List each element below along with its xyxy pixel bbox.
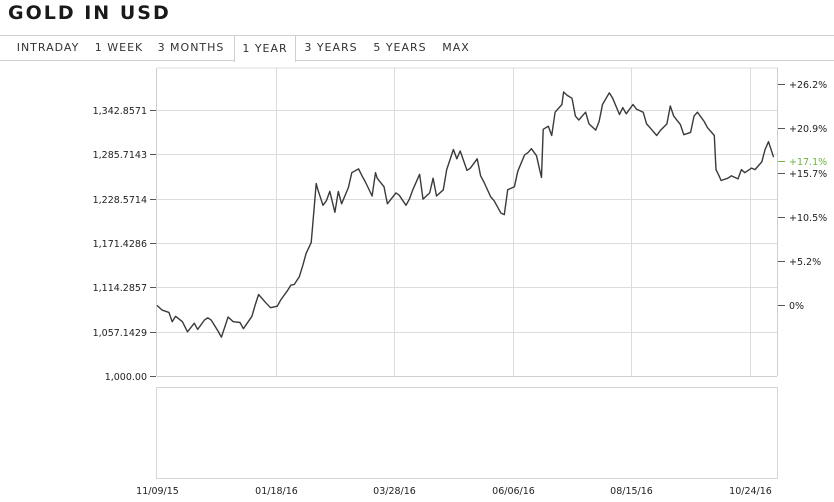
tab-max[interactable]: MAX (442, 41, 470, 54)
chart-gridlines (157, 68, 777, 478)
right-tick-label: +20.9% (789, 124, 827, 135)
right-tick-label: +26.2% (789, 80, 827, 91)
right-tick-label: 0% (789, 301, 804, 312)
period-tabs: INTRADAY 1 WEEK 3 MONTHS 1 YEAR 3 YEARS … (0, 35, 834, 62)
x-tick-label: 01/18/16 (255, 486, 298, 497)
y-axis-left: 1,000.00 1,057.1429 1,114.2857 1,171.4286 1,… (93, 106, 156, 383)
tab-3-months[interactable]: 3 MONTHS (157, 41, 225, 54)
price-line (156, 91, 775, 338)
y-axis-right: 0% +5.2% +10.5% +15.7% +20.9% +26.2% (778, 80, 827, 312)
tab-1-year[interactable]: 1 YEAR (234, 35, 296, 62)
y-tick-label: 1,285.7143 (93, 150, 147, 161)
right-tick-label: +5.2% (789, 257, 821, 268)
right-tick-label: +15.7% (789, 169, 827, 180)
y-tick-label: 1,342.8571 (93, 106, 147, 117)
x-tick-label: 10/24/16 (729, 486, 772, 497)
volume-panel (156, 387, 778, 479)
y-tick-label: 1,057.1429 (93, 328, 147, 339)
tab-intraday[interactable]: INTRADAY (16, 41, 80, 54)
tab-1-week[interactable]: 1 WEEK (94, 41, 144, 54)
current-value-marker: +17.1% (778, 157, 827, 168)
x-tick-label: 03/28/16 (373, 486, 416, 497)
y-tick-label: 1,171.4286 (93, 239, 147, 250)
x-tick-label: 06/06/16 (492, 486, 535, 497)
x-tick-label: 08/15/16 (610, 486, 653, 497)
x-axis: 11/09/15 01/18/16 03/28/16 06/06/16 08/15/16… (136, 486, 772, 497)
tab-3-years[interactable]: 3 YEARS (304, 41, 358, 54)
right-tick-label: +10.5% (789, 213, 827, 224)
current-change-label: +17.1% (789, 157, 827, 168)
tab-5-years[interactable]: 5 YEARS (373, 41, 427, 54)
x-tick-label: 11/09/15 (136, 486, 179, 497)
y-tick-label: 1,000.00 (105, 372, 147, 383)
page-title: GOLD IN USD (8, 2, 171, 24)
y-tick-label: 1,228.5714 (93, 195, 147, 206)
y-tick-label: 1,114.2857 (93, 283, 147, 294)
